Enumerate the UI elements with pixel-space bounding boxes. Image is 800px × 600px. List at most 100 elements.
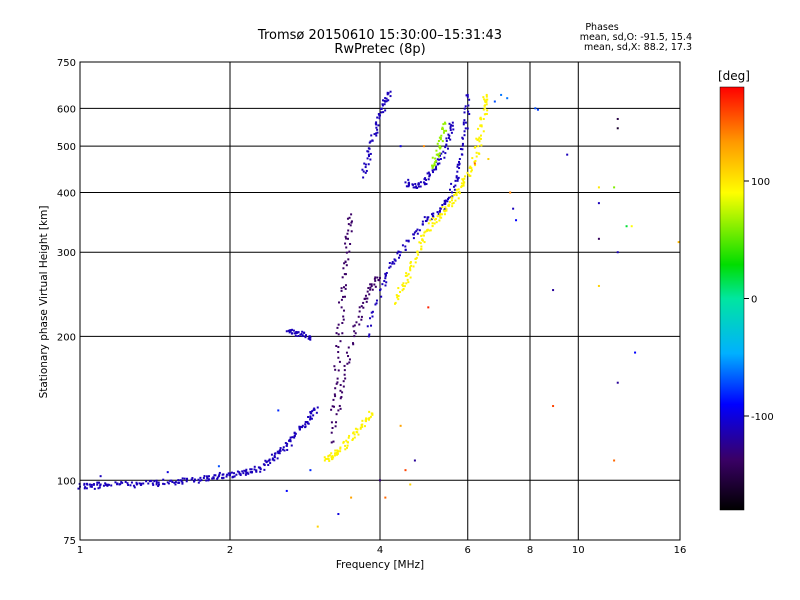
- data-point-dot: [359, 427, 362, 430]
- colorbar-tick-label: -100: [751, 412, 774, 423]
- data-point-dot: [342, 385, 345, 388]
- data-point-dot: [130, 481, 133, 484]
- data-point-dot: [361, 419, 364, 422]
- data-point-dot: [456, 179, 459, 182]
- data-point-dot: [179, 479, 182, 482]
- data-point-dot: [434, 165, 437, 168]
- data-point-dot: [178, 481, 181, 484]
- data-point-dot: [428, 175, 431, 178]
- data-point-dot: [335, 344, 338, 347]
- data-point-dot: [135, 481, 138, 484]
- data-point-dot: [448, 200, 451, 203]
- data-point-dot: [135, 482, 138, 485]
- data-point-dot: [366, 297, 369, 300]
- data-point-dot: [437, 154, 440, 157]
- data-point-dot: [450, 199, 453, 202]
- data-point-dot: [457, 197, 460, 200]
- data-point-dot: [247, 472, 250, 475]
- data-point-dot: [244, 470, 247, 473]
- data-point-dot: [230, 471, 233, 474]
- data-point-dot: [448, 203, 451, 206]
- data-point-dot: [424, 177, 427, 180]
- scatter-point: [506, 97, 509, 100]
- data-point-dot: [102, 484, 105, 487]
- data-point-dot: [352, 437, 355, 440]
- scatter-point: [552, 405, 555, 408]
- data-point: [340, 306, 343, 309]
- data-point-dot: [309, 417, 312, 420]
- data-point-dot: [436, 163, 439, 166]
- data-point-dot: [350, 221, 353, 224]
- data-point-dot: [326, 457, 329, 460]
- data-point-dot: [262, 463, 265, 466]
- data-point-dot: [286, 442, 289, 445]
- data-point-dot: [291, 436, 294, 439]
- data-point: [409, 269, 412, 272]
- data-point-dot: [445, 129, 448, 132]
- data-point-dot: [397, 298, 400, 301]
- data-point: [334, 395, 337, 398]
- data-point-dot: [423, 241, 426, 244]
- data-point-dot: [267, 463, 270, 466]
- data-point-dot: [250, 468, 253, 471]
- data-point-dot: [271, 457, 274, 460]
- data-point-dot: [344, 242, 347, 245]
- data-point: [485, 93, 488, 96]
- data-point-dot: [417, 182, 420, 185]
- data-point-dot: [345, 251, 348, 254]
- data-point-dot: [286, 448, 289, 451]
- data-point-dot: [332, 440, 335, 443]
- data-point-dot: [427, 178, 430, 181]
- colorbar: [719, 86, 745, 511]
- data-point-dot: [333, 454, 336, 457]
- data-point-dot: [439, 138, 442, 141]
- data-point-dot: [352, 431, 355, 434]
- data-point-dot: [337, 369, 340, 372]
- data-point-dot: [93, 487, 96, 490]
- data-point-dot: [409, 276, 412, 279]
- scatter-point: [379, 479, 381, 482]
- data-point-dot: [349, 224, 352, 227]
- data-point-dot: [419, 181, 422, 184]
- data-point-dot: [438, 146, 441, 149]
- plot-frame: [79, 61, 681, 541]
- data-point-dot: [436, 215, 439, 218]
- data-point-dot: [467, 110, 470, 113]
- data-point-dot: [462, 123, 465, 126]
- data-point-dot: [480, 124, 483, 127]
- data-point-dot: [273, 459, 276, 462]
- data-point-dot: [364, 420, 367, 423]
- data-point-dot: [405, 282, 408, 285]
- data-point: [464, 121, 467, 124]
- data-point-dot: [288, 331, 291, 334]
- data-point-dot: [463, 177, 466, 180]
- data-point-dot: [428, 173, 431, 176]
- data-point-dot: [162, 482, 165, 485]
- data-point-dot: [384, 97, 387, 100]
- data-point-dot: [344, 287, 347, 290]
- data-point-dot: [297, 331, 300, 334]
- data-point-dot: [428, 229, 431, 232]
- data-point: [477, 145, 480, 148]
- data-point-dot: [418, 241, 421, 244]
- data-layer: [77, 90, 680, 528]
- data-point-dot: [107, 483, 110, 486]
- data-point-dot: [458, 192, 461, 195]
- data-point-dot: [269, 462, 272, 465]
- data-point-dot: [242, 472, 245, 475]
- data-point-dot: [183, 477, 186, 480]
- data-point-dot: [457, 176, 460, 179]
- data-point-dot: [341, 391, 344, 394]
- scatter-point: [512, 207, 515, 210]
- data-point-dot: [152, 483, 155, 486]
- data-point-dot: [366, 150, 369, 153]
- data-point-dot: [88, 483, 91, 486]
- data-point-dot: [334, 368, 337, 371]
- data-point-dot: [449, 125, 452, 128]
- data-point: [180, 480, 183, 483]
- data-point-dot: [274, 452, 277, 455]
- data-point-dot: [417, 185, 420, 188]
- data-point-dot: [334, 449, 337, 452]
- data-point-dot: [368, 147, 371, 150]
- data-point-dot: [367, 163, 370, 166]
